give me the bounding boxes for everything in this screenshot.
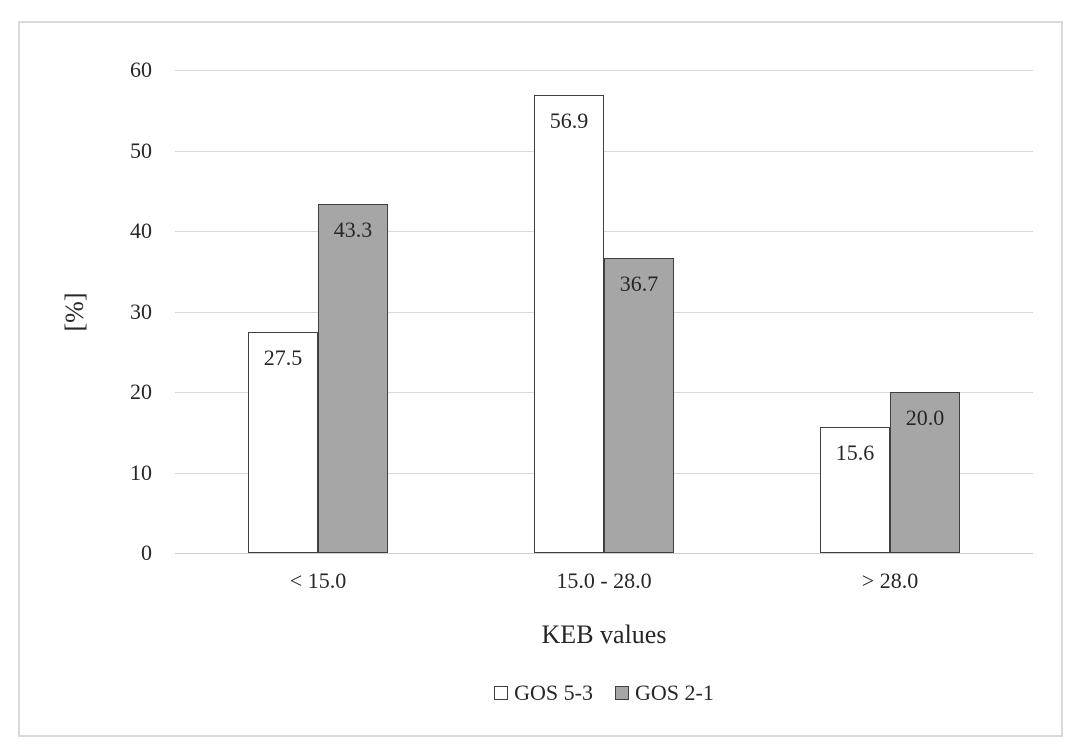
bar-value-label: 15.6: [835, 440, 875, 466]
x-axis-title: KEB values: [541, 620, 667, 649]
x-axis-line: [175, 553, 1033, 554]
plot-area: 27.5 43.3 56.9 36.7 15.6 20.0: [175, 70, 1033, 554]
y-tick-label: 40: [130, 218, 152, 243]
bar-value-label: 56.9: [549, 107, 589, 133]
gridline: [175, 70, 1033, 71]
gridline: [175, 231, 1033, 232]
y-tick-label: 0: [141, 540, 152, 565]
legend-swatch-icon: [615, 686, 629, 700]
bar-gos-5-3: [534, 94, 604, 553]
bar-gos-2-1: [318, 204, 388, 553]
bar-gos-2-1: [890, 392, 960, 553]
legend-item-gos-2-1: GOS 2-1: [615, 681, 714, 705]
x-category-label: > 28.0: [861, 568, 919, 593]
y-tick-label: 50: [130, 137, 152, 163]
y-tick-label: 30: [130, 298, 152, 324]
bar-value-label: 27.5: [263, 344, 303, 370]
bar-gos-5-3: [248, 331, 318, 553]
x-category-label: 15.0 - 28.0: [556, 568, 652, 593]
y-axis-title: [%]: [60, 292, 89, 332]
y-tick-label: 20: [130, 379, 152, 404]
x-category-label: < 15.0: [289, 568, 347, 593]
legend-label: GOS 2-1: [635, 680, 714, 705]
y-tick-label: 60: [130, 57, 152, 82]
legend: GOS 5-3 GOS 2-1: [175, 681, 1033, 705]
bar-value-label: 20.0: [905, 405, 945, 430]
legend-swatch-icon: [494, 686, 509, 700]
legend-item-gos-5-3: GOS 5-3: [494, 681, 593, 705]
gridline: [175, 150, 1033, 152]
bar-value-label: 43.3: [333, 217, 373, 243]
bar-value-label: 36.7: [619, 270, 659, 296]
y-tick-label: 10: [130, 459, 152, 485]
legend-label: GOS 5-3: [514, 680, 593, 705]
bar-gos-2-1: [604, 257, 674, 553]
bar-gos-5-3: [820, 427, 890, 553]
